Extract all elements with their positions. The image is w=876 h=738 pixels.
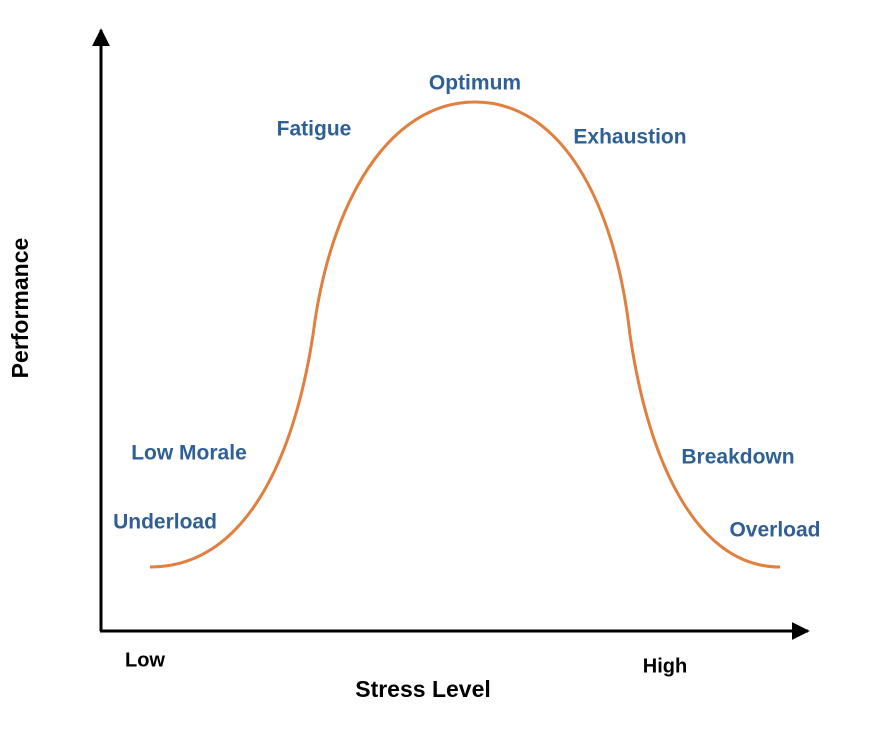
x-low-label: Low [125, 649, 165, 671]
zone-label: Underload [113, 511, 217, 534]
performance-curve [149, 100, 781, 569]
zone-label: Overload [729, 519, 820, 542]
y-axis-title: Performance [7, 238, 33, 379]
zone-label: Low Morale [131, 442, 247, 465]
x-axis-title: Stress Level [355, 676, 491, 702]
zone-label: Exhaustion [573, 126, 686, 149]
x-high-label: High [643, 655, 687, 677]
zone-label: Optimum [429, 72, 521, 95]
zone-label: Fatigue [277, 118, 352, 141]
zone-label: Breakdown [681, 446, 794, 469]
